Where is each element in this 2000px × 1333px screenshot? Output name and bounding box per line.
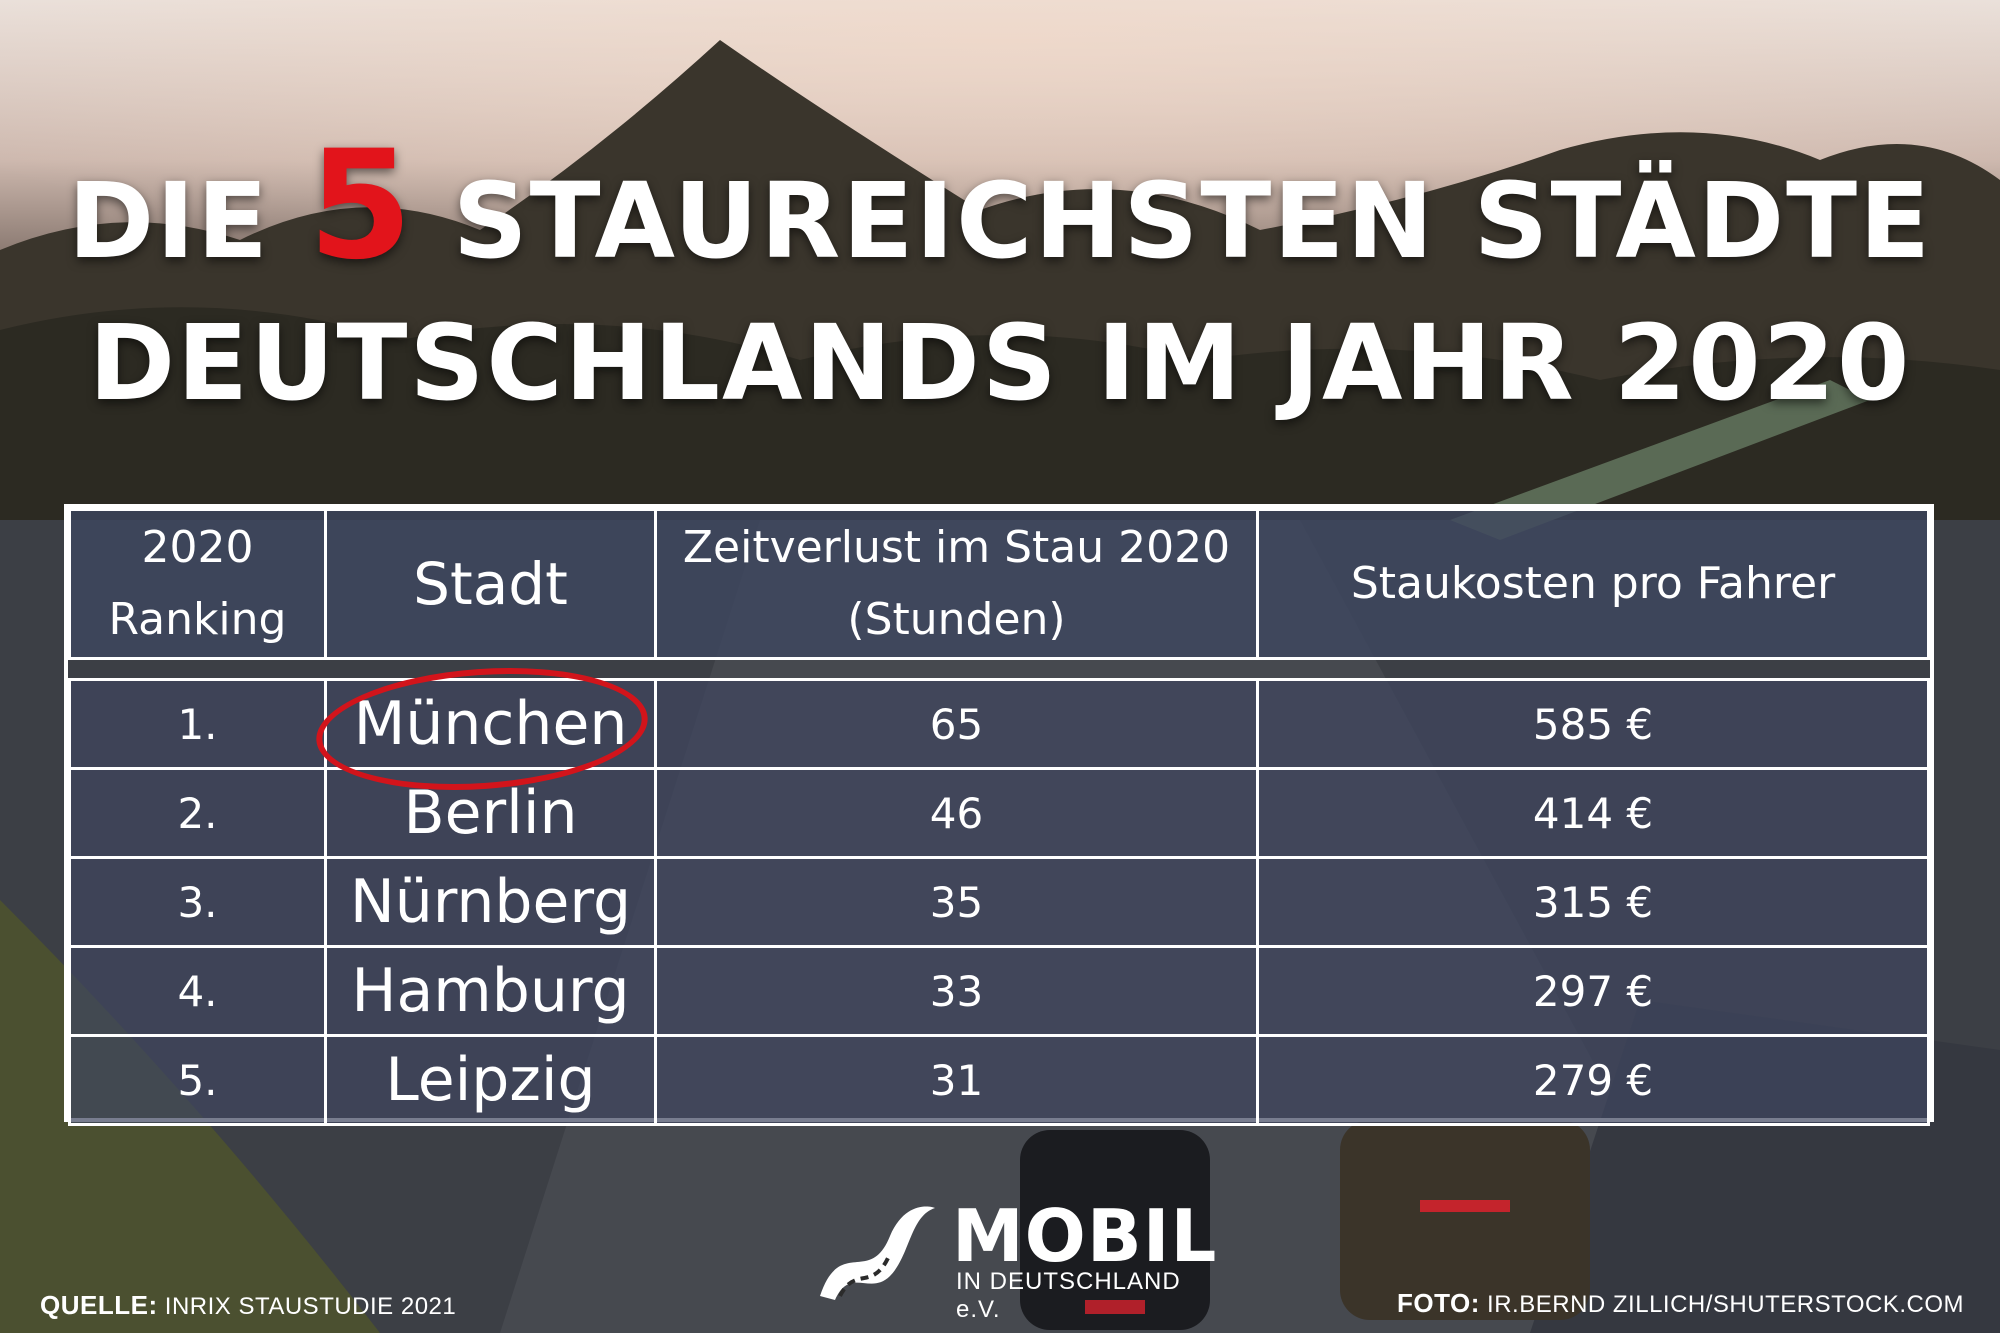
- headline-line-1: DIE 5 STAUREICHSTEN STÄDTE: [0, 131, 2000, 292]
- row-hours: 35: [654, 856, 1259, 948]
- header-ranking-line1: 2020: [141, 522, 254, 573]
- row-hours: 46: [654, 767, 1259, 859]
- table-row: 5. Leipzig 31 279 €: [68, 1034, 1930, 1126]
- ranking-table: 2020 Ranking Stadt Zeitverlust im Stau 2…: [64, 504, 1934, 1126]
- row-city: München: [311, 657, 657, 801]
- table-row: 1. München 65 585 €: [68, 657, 1930, 801]
- header-zeitverlust: Zeitverlust im Stau 2020 (Stunden): [654, 508, 1259, 660]
- photo-value: IR.BERND ZILLICH/SHUTERSTOCK.COM: [1487, 1291, 1964, 1318]
- row-hours: 65: [654, 678, 1259, 770]
- row-rank: 1.: [68, 678, 327, 770]
- table-row: 3. Nürnberg 35 315 €: [68, 856, 1930, 948]
- table-row: 2. Berlin 46 414 €: [68, 767, 1930, 859]
- row-city: Berlin: [324, 767, 657, 859]
- row-hours: 31: [654, 1034, 1259, 1126]
- header-zeitverlust-line1: Zeitverlust im Stau 2020: [682, 522, 1231, 573]
- row-rank: 3.: [68, 856, 327, 948]
- row-rank: 4.: [68, 945, 327, 1037]
- row-cost: 585 €: [1256, 678, 1930, 770]
- photo-credit: FOTO: IR.BERND ZILLICH/SHUTERSTOCK.COM: [1397, 1288, 1964, 1319]
- logo-title: MOBIL: [952, 1194, 1218, 1278]
- row-cost: 315 €: [1256, 856, 1930, 948]
- row-cost: 297 €: [1256, 945, 1930, 1037]
- source-label: QUELLE:: [40, 1290, 158, 1320]
- row-city: Nürnberg: [324, 856, 657, 948]
- header-ranking-line2: Ranking: [108, 594, 287, 645]
- road-swoosh-icon: [820, 1206, 935, 1300]
- source-credit: QUELLE: INRIX STAUSTUDIE 2021: [40, 1290, 456, 1321]
- headline-line-2: DEUTSCHLANDS IM JAHR 2020: [88, 302, 1912, 424]
- row-hours: 33: [654, 945, 1259, 1037]
- row-cost: 414 €: [1256, 767, 1930, 859]
- photo-label: FOTO:: [1396, 1288, 1480, 1318]
- row-city: Leipzig: [324, 1034, 657, 1126]
- row-rank: 5.: [68, 1034, 327, 1126]
- row-city: Hamburg: [324, 945, 657, 1037]
- headline-number: 5: [308, 119, 415, 293]
- highlighted-city: München: [311, 657, 652, 801]
- headline-word-staureichsten: STAUREICHSTEN STÄDTE: [452, 160, 1933, 282]
- headline-word-die: DIE: [67, 160, 270, 282]
- headline: DIE 5 STAUREICHSTEN STÄDTE DEUTSCHLANDS …: [0, 131, 2000, 434]
- source-value: INRIX STAUSTUDIE 2021: [164, 1293, 457, 1320]
- row-city-label: München: [353, 689, 628, 759]
- header-staukosten: Staukosten pro Fahrer: [1256, 508, 1930, 660]
- logo-subtitle: IN DEUTSCHLAND e.V.: [956, 1268, 1181, 1323]
- table-header-row: 2020 Ranking Stadt Zeitverlust im Stau 2…: [68, 508, 1930, 660]
- header-zeitverlust-line2: (Stunden): [847, 594, 1066, 645]
- row-rank: 2.: [68, 767, 327, 859]
- table-row: 4. Hamburg 33 297 €: [68, 945, 1930, 1037]
- row-cost: 279 €: [1256, 1034, 1930, 1126]
- header-ranking: 2020 Ranking: [68, 508, 327, 660]
- header-stadt: Stadt: [324, 508, 657, 660]
- table-spacer: [69, 657, 1929, 681]
- mobil-logo: MOBIL IN DEUTSCHLAND e.V.: [810, 1194, 1216, 1323]
